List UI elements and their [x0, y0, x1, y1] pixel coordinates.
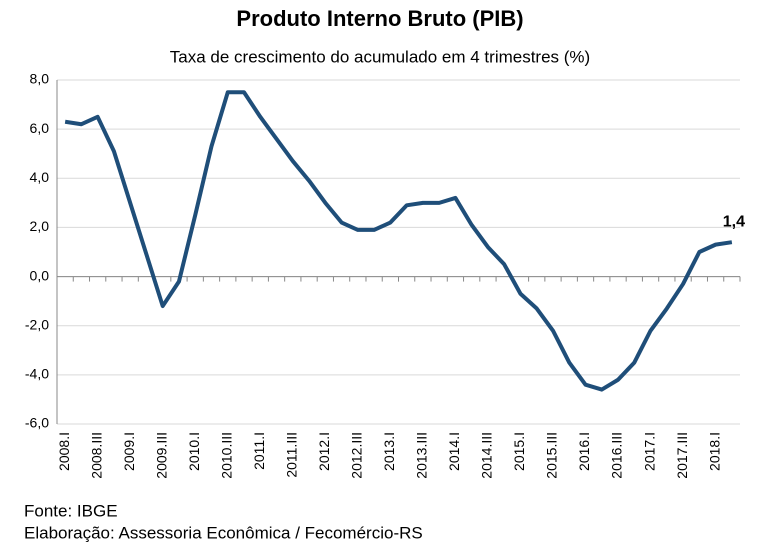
data-label: 1,4: [723, 213, 745, 230]
source-note: Fonte: IBGE: [24, 501, 118, 520]
x-tick-label: 2016.I: [576, 432, 592, 471]
y-tick-label: -4,0: [25, 366, 49, 382]
x-tick-label: 2011.III: [284, 432, 300, 478]
x-tick-label: 2009.III: [153, 432, 169, 479]
x-tick-label: 2012.III: [349, 432, 365, 479]
data-line: [64, 90, 733, 392]
y-tick-label: 4,0: [30, 169, 50, 185]
x-tick-label: 2018.I: [706, 432, 722, 471]
x-tick-label: 2008.III: [88, 432, 104, 479]
x-tick-label: 2010.III: [218, 432, 234, 479]
chart-title: Produto Interno Bruto (PIB): [236, 6, 523, 31]
x-tick-label: 2013.III: [414, 432, 430, 479]
y-tick-label: 2,0: [30, 218, 50, 234]
x-tick-label: 2016.III: [609, 432, 625, 479]
credit-note: Elaboração: Assessoria Econômica / Fecom…: [24, 523, 423, 542]
x-tick-label: 2015.III: [544, 432, 560, 479]
x-tick-label: 2017.I: [641, 432, 657, 471]
x-tick-label: 2013.I: [381, 432, 397, 471]
chart-subtitle: Taxa de crescimento do acumulado em 4 tr…: [170, 47, 590, 66]
y-tick-label: 8,0: [30, 71, 50, 87]
y-tick-label: -2,0: [25, 316, 49, 332]
x-tick-label: 2015.I: [511, 432, 527, 471]
x-tick-label: 2012.I: [316, 432, 332, 471]
y-tick-label: -6,0: [25, 415, 49, 431]
x-tick-label: 2017.III: [674, 432, 690, 479]
x-tick-label: 2009.I: [121, 432, 137, 471]
x-tick-label: 2014.III: [479, 432, 495, 479]
x-tick-label: 2008.I: [56, 432, 72, 471]
x-tick-label: 2010.I: [186, 432, 202, 471]
x-tick-label: 2014.I: [446, 432, 462, 471]
y-tick-label: 6,0: [30, 120, 50, 136]
x-tick-label: 2011.I: [251, 432, 267, 470]
y-tick-label: 0,0: [30, 267, 50, 283]
